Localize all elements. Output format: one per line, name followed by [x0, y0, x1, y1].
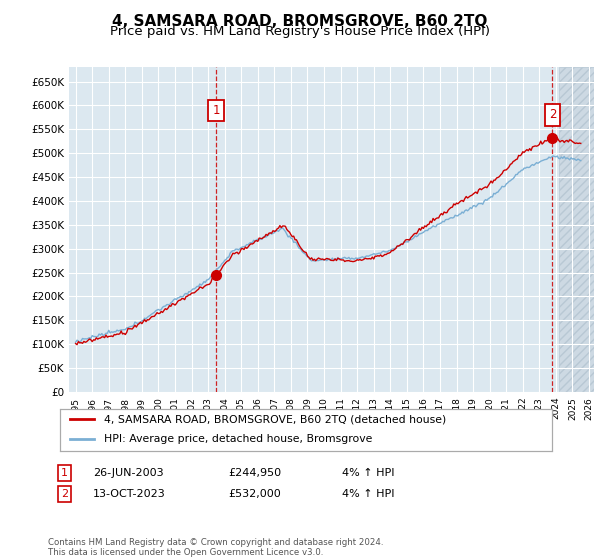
Text: £532,000: £532,000: [228, 489, 281, 499]
Text: 1: 1: [212, 104, 220, 116]
Bar: [559, 67, 594, 392]
Text: 2: 2: [61, 489, 68, 499]
Text: 4, SAMSARA ROAD, BROMSGROVE, B60 2TQ (detached house): 4, SAMSARA ROAD, BROMSGROVE, B60 2TQ (de…: [104, 414, 446, 424]
Text: Price paid vs. HM Land Registry's House Price Index (HPI): Price paid vs. HM Land Registry's House …: [110, 25, 490, 38]
Text: Contains HM Land Registry data © Crown copyright and database right 2024.
This d: Contains HM Land Registry data © Crown c…: [48, 538, 383, 557]
Text: 26-JUN-2003: 26-JUN-2003: [93, 468, 164, 478]
Text: 4% ↑ HPI: 4% ↑ HPI: [342, 489, 395, 499]
Text: 4% ↑ HPI: 4% ↑ HPI: [342, 468, 395, 478]
Text: 1: 1: [61, 468, 68, 478]
Text: 4, SAMSARA ROAD, BROMSGROVE, B60 2TQ: 4, SAMSARA ROAD, BROMSGROVE, B60 2TQ: [112, 14, 488, 29]
Text: 2: 2: [548, 109, 556, 122]
Text: HPI: Average price, detached house, Bromsgrove: HPI: Average price, detached house, Brom…: [104, 434, 373, 444]
Text: £244,950: £244,950: [228, 468, 281, 478]
Text: 13-OCT-2023: 13-OCT-2023: [93, 489, 166, 499]
